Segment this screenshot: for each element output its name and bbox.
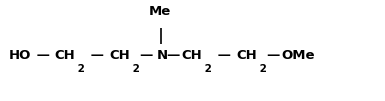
Text: —: — [32,49,54,62]
Text: CH: CH [55,49,75,62]
Text: N: N [157,49,168,62]
Text: —: — [139,49,153,62]
Text: —: — [166,49,180,62]
Text: 2: 2 [129,64,139,74]
Text: Me: Me [149,5,171,18]
Text: OMe: OMe [282,49,315,62]
Text: CH: CH [236,49,257,62]
Text: —: — [266,49,280,62]
Text: —: — [86,49,109,62]
Text: 2: 2 [201,64,212,74]
Text: CH: CH [109,49,130,62]
Text: HO: HO [8,49,31,62]
Text: 2: 2 [74,64,85,74]
Text: CH: CH [182,49,203,62]
Text: —: — [213,49,236,62]
Text: 2: 2 [256,64,266,74]
